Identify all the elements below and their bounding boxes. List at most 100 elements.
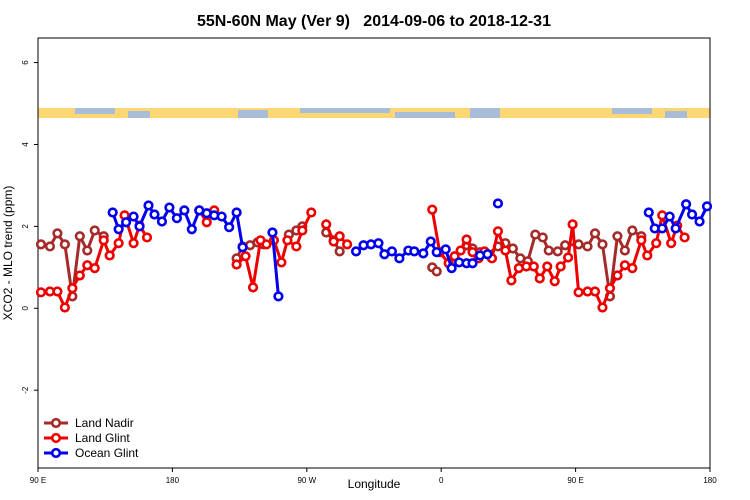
point: [552, 246, 563, 257]
point: [528, 261, 539, 272]
point: [231, 207, 242, 218]
x-tick-label: 90 E: [567, 476, 583, 485]
point: [52, 286, 63, 297]
point: [612, 270, 623, 281]
point: [342, 239, 353, 250]
point: [597, 239, 608, 250]
point: [627, 225, 638, 236]
point: [427, 204, 438, 215]
point: [134, 221, 145, 232]
x-tick-label: 180: [166, 476, 180, 485]
point: [44, 241, 56, 252]
point: [549, 276, 560, 287]
point: [670, 223, 681, 234]
point: [224, 222, 235, 233]
y-tick-label: 6: [21, 60, 30, 65]
point: [89, 225, 100, 236]
point: [373, 238, 384, 249]
x-tick-label: 0: [439, 476, 444, 485]
y-tick-label: -2: [21, 386, 30, 394]
point: [440, 244, 451, 255]
point: [534, 273, 545, 284]
point: [156, 216, 168, 227]
point: [627, 263, 638, 274]
point: [573, 287, 584, 298]
x-tick-label: 180: [703, 476, 717, 485]
point: [482, 249, 493, 260]
point: [186, 224, 197, 235]
point: [334, 231, 345, 242]
point: [409, 246, 420, 257]
point: [82, 245, 93, 256]
point: [679, 232, 690, 243]
point: [386, 246, 398, 257]
point: [589, 286, 601, 297]
point: [171, 213, 182, 224]
point: [425, 236, 436, 247]
point: [666, 238, 677, 249]
point: [455, 245, 466, 256]
point: [686, 209, 698, 220]
legend-label: Ocean Glint: [75, 446, 139, 460]
point: [597, 302, 608, 313]
legend-symbol: [50, 417, 62, 429]
point: [267, 227, 278, 238]
point: [467, 258, 478, 269]
point: [35, 239, 47, 250]
point: [506, 275, 517, 286]
point: [107, 207, 118, 218]
point: [543, 245, 554, 256]
point: [216, 211, 227, 222]
point: [128, 211, 139, 222]
point: [492, 198, 504, 209]
point: [98, 235, 109, 246]
chart-title: 55N-60N May (Ver 9) 2014-09-06 to 2018-1…: [197, 13, 551, 30]
point: [59, 239, 70, 250]
point: [282, 235, 293, 246]
point: [642, 250, 653, 261]
point: [560, 240, 571, 251]
x-axis-title: Longitude: [348, 477, 401, 491]
point: [321, 219, 332, 230]
point: [334, 246, 345, 257]
point: [555, 261, 566, 272]
point: [619, 245, 630, 256]
point: [563, 252, 574, 263]
legend-label: Land Glint: [75, 431, 130, 445]
y-tick-label: 0: [21, 306, 30, 311]
point: [461, 234, 472, 245]
point: [121, 217, 132, 228]
legend-symbol: [50, 432, 62, 444]
point: [681, 199, 692, 210]
point: [247, 282, 259, 293]
point: [237, 242, 248, 253]
point: [567, 219, 578, 230]
point: [446, 263, 457, 274]
x-tick-label: 90 E: [30, 476, 46, 485]
legend-label: Land Nadir: [75, 416, 134, 430]
point: [201, 217, 212, 228]
point: [492, 226, 504, 237]
point: [231, 259, 242, 270]
point: [74, 231, 85, 242]
point: [651, 238, 662, 249]
point: [664, 211, 675, 222]
point: [276, 257, 287, 268]
y-tick-label: 4: [21, 142, 30, 147]
point: [261, 239, 272, 250]
point: [89, 263, 100, 274]
point: [35, 287, 47, 298]
point: [394, 253, 405, 264]
point: [431, 247, 442, 258]
y-tick-label: 2: [21, 224, 30, 229]
y-axis-title: XCO2 - MLO trend (ppm): [1, 186, 15, 321]
point: [67, 283, 78, 294]
point: [128, 238, 139, 249]
point: [418, 248, 429, 259]
point: [537, 232, 548, 243]
point: [179, 205, 190, 216]
point: [328, 236, 339, 247]
point: [589, 228, 601, 239]
